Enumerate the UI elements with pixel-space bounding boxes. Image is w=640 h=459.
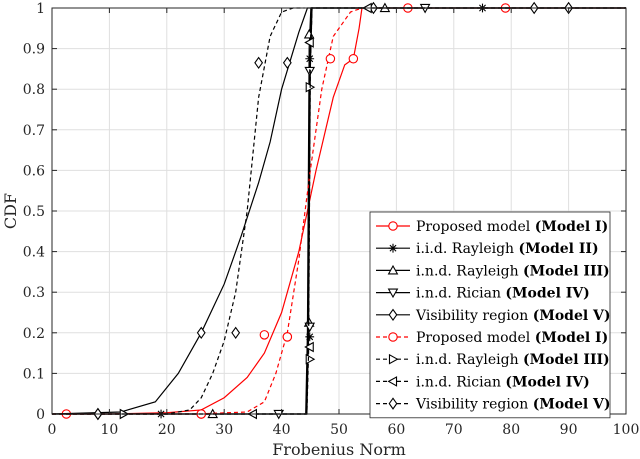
series-marker	[325, 53, 336, 64]
y-tick-label: 0.9	[23, 42, 45, 58]
legend-label-name: i.i.d. Rayleigh	[416, 241, 519, 257]
legend-entry: Proposed model (Model I)	[376, 219, 608, 235]
legend-marker	[387, 264, 399, 275]
x-tick-label: 30	[215, 422, 233, 438]
y-tick-label: 1	[36, 1, 45, 17]
legend-label-name: Visibility region	[415, 397, 533, 413]
y-tick-label: 0.3	[23, 285, 45, 301]
legend-label-model: (Model I)	[535, 219, 609, 235]
series-line	[52, 7, 305, 415]
legend-label-model: (Model III)	[523, 352, 610, 368]
legend-marker	[387, 376, 398, 387]
series-marker	[254, 56, 264, 70]
series-line	[51, 7, 626, 415]
x-tick-label: 100	[613, 422, 640, 438]
x-tick-label: 50	[330, 422, 348, 438]
legend-entry: i.n.d. Rician (Model IV)	[376, 286, 590, 302]
series-marker	[304, 37, 314, 48]
legend-label-model: (Model V)	[533, 397, 611, 413]
x-tick-label: 40	[273, 422, 291, 438]
y-tick-label: 0.2	[23, 326, 45, 342]
y-tick-label: 0.8	[23, 82, 45, 98]
legend-label: i.n.d. Rician (Model IV)	[416, 286, 590, 302]
legend-marker	[388, 221, 398, 231]
ticks: 0 10 20 30 40 50 60 70 80 90 100 0 0.1 0.2 0.3 0.4 0.5 0.…	[23, 1, 640, 438]
legend-label-name: i.n.d. Rayleigh	[416, 352, 523, 368]
x-tick-label: 60	[387, 422, 405, 438]
x-tick-label: 10	[100, 422, 118, 438]
legend-label-name: i.n.d. Rician	[416, 286, 505, 302]
legend-label-model: (Model V)	[533, 308, 611, 324]
legend-marker	[388, 308, 398, 322]
legend-label: i.n.d. Rayleigh (Model III)	[416, 352, 610, 368]
series-marker	[304, 341, 314, 353]
legend-marker	[388, 397, 398, 410]
legend-label: i.n.d. Rician (Model IV)	[416, 374, 590, 390]
series-line	[52, 7, 363, 415]
series-marker	[348, 53, 359, 64]
x-tick-label: 20	[158, 422, 176, 438]
series-marker	[304, 322, 316, 333]
legend-label-name: i.n.d. Rayleigh	[416, 263, 523, 279]
legend-label-name: Proposed model	[416, 330, 535, 346]
x-axis-label: Frobenius Norm	[272, 440, 406, 459]
y-tick-label: 0.6	[23, 163, 45, 179]
legend-entry: i.n.d. Rayleigh (Model III)	[376, 263, 610, 279]
legend: Proposed model (Model I) i.i.d. Rayleigh …	[369, 211, 611, 419]
legend-label: Visibility region (Model V)	[415, 397, 611, 413]
legend-entry: Visibility region (Model V)	[376, 397, 611, 413]
y-tick-label: 0.4	[23, 245, 45, 261]
legend-marker	[388, 243, 398, 253]
legend-marker	[387, 288, 399, 299]
legend-label: Proposed model (Model I)	[416, 219, 608, 235]
legend-label-model: (Model IV)	[505, 374, 589, 390]
legend-entry: i.i.d. Rayleigh (Model II)	[376, 241, 599, 257]
y-tick-label: 0.1	[23, 366, 45, 382]
y-tick-label: 0.7	[23, 123, 45, 139]
series-marker	[305, 332, 315, 342]
legend-label-model: (Model II)	[519, 241, 599, 257]
x-tick-label: 70	[445, 422, 463, 438]
x-tick-label: 0	[48, 422, 57, 438]
y-tick-label: 0	[36, 407, 45, 423]
series-marker	[196, 326, 206, 340]
series-marker	[282, 332, 293, 342]
series-marker	[231, 326, 241, 340]
x-tick-label: 80	[502, 422, 520, 438]
legend-label-model: (Model IV)	[505, 286, 589, 302]
legend-label-model: (Model I)	[535, 330, 609, 346]
series-marker	[259, 330, 270, 340]
legend-marker	[388, 353, 399, 365]
y-tick-label: 0.5	[23, 204, 45, 220]
legend-label-name: Proposed model	[416, 219, 535, 235]
legend-marker	[388, 332, 398, 342]
legend-entry: Proposed model (Model I)	[376, 330, 608, 346]
legend-entry: Visibility region (Model V)	[376, 308, 611, 324]
legend-entry: i.n.d. Rayleigh (Model III)	[376, 352, 610, 368]
legend-label: i.n.d. Rayleigh (Model III)	[416, 263, 610, 279]
series-marker	[282, 56, 292, 70]
y-axis-label: CDF	[1, 193, 20, 229]
legend-label: i.i.d. Rayleigh (Model II)	[416, 241, 599, 257]
legend-entry: i.n.d. Rician (Model IV)	[376, 374, 590, 390]
legend-label-name: i.n.d. Rician	[416, 374, 505, 390]
legend-label-model: (Model III)	[523, 263, 610, 279]
legend-label-name: Visibility region	[415, 308, 533, 324]
legend-label: Visibility region (Model V)	[415, 308, 611, 324]
x-tick-label: 90	[560, 422, 578, 438]
legend-label: Proposed model (Model I)	[416, 330, 608, 346]
